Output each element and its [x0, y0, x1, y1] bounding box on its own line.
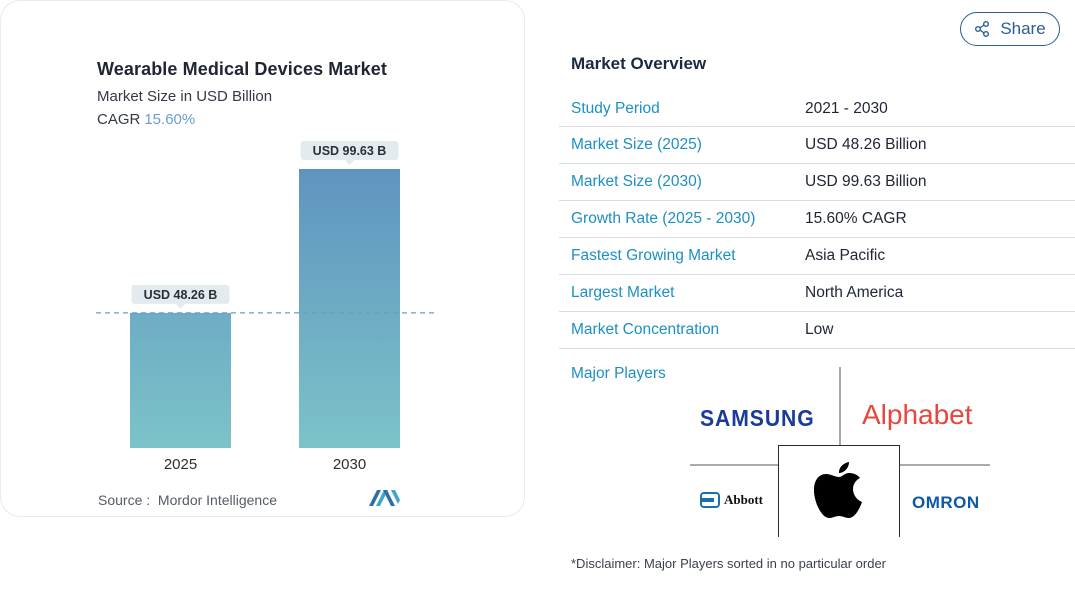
- x-tick-label: 2030: [333, 456, 366, 473]
- data-label: USD 48.26 B: [131, 284, 230, 309]
- overview-row-label[interactable]: Largest Market: [571, 284, 675, 301]
- overview-row-value: Low: [805, 321, 834, 338]
- overview-row: Market Size (2025) USD 48.26 Billion: [559, 127, 1075, 164]
- bar-chart: USD 48.26 B 2025 USD 99.63 B 2030: [96, 141, 437, 473]
- overview-row-value: Asia Pacific: [805, 247, 886, 264]
- source-name: Mordor Intelligence: [157, 492, 277, 508]
- chart-title: Wearable Medical Devices Market: [97, 59, 387, 79]
- apple-icon: [814, 462, 862, 518]
- overview-row: Market Concentration Low: [559, 312, 1075, 349]
- players-grid-lines: [690, 367, 990, 466]
- data-label: USD 99.63 B: [300, 141, 399, 165]
- abbott-text: Abbott: [724, 492, 764, 507]
- market-overview-table: Study Period 2021 - 2030 Market Size (20…: [559, 91, 1075, 349]
- abbott-icon: [700, 492, 720, 508]
- overview-row: Market Size (2030) USD 99.63 Billion: [559, 164, 1075, 201]
- data-label-bg: [131, 284, 230, 304]
- data-label-text: USD 48.26 B: [144, 288, 218, 302]
- share-icon: [975, 21, 990, 37]
- overview-row-value: 2021 - 2030: [805, 100, 888, 117]
- bar-2025: [130, 312, 231, 448]
- overview-row: Growth Rate (2025 - 2030) 15.60% CAGR: [559, 201, 1075, 238]
- data-label-pointer: [175, 303, 186, 309]
- overview-row-label[interactable]: Market Size (2030): [571, 173, 702, 190]
- data-label-bg: [300, 141, 399, 160]
- overview-row-value: USD 48.26 Billion: [805, 136, 927, 153]
- share-button[interactable]: Share: [960, 12, 1060, 46]
- overview-row-value: North America: [805, 284, 904, 301]
- source-label: Source :: [98, 492, 151, 508]
- share-label: Share: [1000, 19, 1046, 38]
- data-label-pointer: [344, 160, 355, 165]
- cagr-label: CAGR: [97, 111, 141, 128]
- overview-row-label[interactable]: Fastest Growing Market: [571, 247, 736, 264]
- x-tick-label: 2025: [164, 456, 197, 473]
- samsung-logo: SAMSUNG: [700, 405, 815, 431]
- apple-logo-box: [778, 445, 900, 537]
- data-label-text: USD 99.63 B: [313, 144, 387, 158]
- overview-row: Largest Market North America: [559, 275, 1075, 312]
- overview-row-label[interactable]: Market Size (2025): [571, 136, 702, 153]
- abbott-logo: Abbott: [700, 492, 763, 508]
- overview-row: Study Period 2021 - 2030: [559, 91, 1075, 127]
- chart-subtitle: Market Size in USD Billion: [97, 88, 273, 105]
- market-overview-title: Market Overview: [571, 54, 707, 73]
- overview-row-label[interactable]: Market Concentration: [571, 321, 720, 338]
- source-note: Source : Mordor Intelligence: [98, 492, 277, 508]
- major-players-label[interactable]: Major Players: [571, 365, 666, 382]
- alphabet-logo: Alphabet: [862, 399, 973, 430]
- omron-logo: OMRON: [912, 493, 980, 512]
- cagr-value: 15.60%: [144, 111, 196, 128]
- overview-row: Fastest Growing Market Asia Pacific: [559, 238, 1075, 275]
- players-disclaimer: *Disclaimer: Major Players sorted in no …: [571, 556, 887, 571]
- overview-row-label[interactable]: Growth Rate (2025 - 2030): [571, 210, 756, 227]
- overview-row-value: 15.60% CAGR: [805, 210, 907, 227]
- mordor-logo-icon: [369, 490, 400, 506]
- cagr-row: CAGR 15.60%: [97, 111, 195, 128]
- overview-row-label[interactable]: Study Period: [571, 100, 660, 117]
- overview-row-value: USD 99.63 Billion: [805, 173, 927, 190]
- bar-2030: [299, 169, 400, 448]
- chart-card: USD 48.26 B 2025 USD 99.63 B 2030 Wearable …: [0, 0, 525, 517]
- major-players-grid: SAMSUNG Alphabet Abbott OMRON: [690, 367, 990, 537]
